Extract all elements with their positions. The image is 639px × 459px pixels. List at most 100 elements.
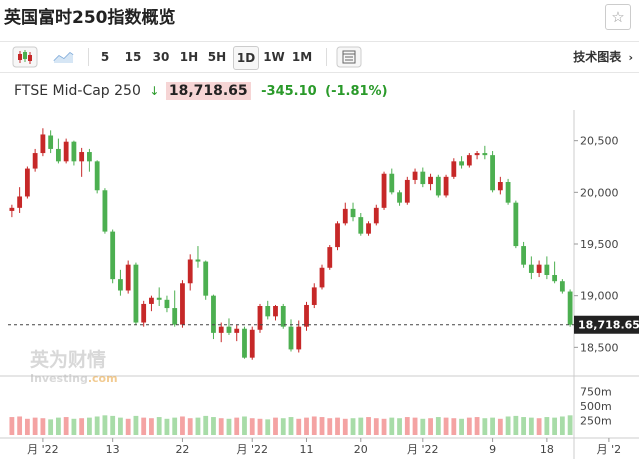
area-chart-icon[interactable] bbox=[50, 46, 76, 68]
candlestick-icon[interactable] bbox=[12, 46, 38, 68]
candle-body bbox=[497, 182, 503, 191]
price-change-percent: (-1.81%) bbox=[325, 84, 388, 99]
volume-bar bbox=[218, 418, 224, 435]
candle-body bbox=[412, 171, 418, 180]
candle-body bbox=[319, 267, 325, 288]
tech-chart-link[interactable]: 技术图表 › bbox=[573, 46, 633, 68]
layout-icon[interactable] bbox=[336, 46, 362, 68]
candlestick-chart[interactable]: 英为财情 Investing.com 20,500 20,000 19,500 19,… bbox=[0, 110, 639, 459]
volume-bar bbox=[327, 418, 333, 435]
candle-body bbox=[536, 264, 542, 273]
interval-1m[interactable]: 1M bbox=[291, 50, 313, 64]
candle-body bbox=[149, 297, 154, 304]
candle-body bbox=[234, 328, 240, 333]
candle-body bbox=[48, 135, 54, 149]
volume-bar bbox=[71, 418, 77, 435]
candle-body bbox=[559, 281, 565, 292]
candle-body bbox=[17, 196, 23, 208]
volume-bar bbox=[211, 417, 216, 435]
chart-grid bbox=[0, 110, 639, 459]
candle-body bbox=[451, 161, 457, 177]
price-change: -345.10 bbox=[261, 84, 317, 99]
candle-body bbox=[366, 223, 371, 234]
interval-30[interactable]: 30 bbox=[152, 50, 170, 64]
candle-body bbox=[513, 202, 519, 247]
volume-bar bbox=[17, 416, 23, 435]
volume-bar bbox=[428, 418, 433, 435]
watermark-en-name: Investing bbox=[30, 372, 88, 385]
candle-body bbox=[466, 155, 472, 166]
candle-body bbox=[397, 192, 402, 203]
volume-bar bbox=[9, 417, 15, 435]
candle-body bbox=[156, 297, 162, 300]
interval-5h[interactable]: 5H bbox=[207, 50, 227, 64]
volume-bar bbox=[63, 417, 69, 435]
interval-1w[interactable]: 1W bbox=[263, 50, 285, 64]
candle-body bbox=[443, 176, 449, 196]
time-tick-label: 22 bbox=[175, 443, 189, 456]
star-icon[interactable]: ☆ bbox=[605, 4, 631, 30]
candle-body bbox=[265, 306, 271, 317]
time-tick-label: 13 bbox=[106, 443, 120, 456]
candle-body bbox=[521, 246, 527, 265]
watermark-suffix: .com bbox=[88, 372, 118, 385]
candle-body bbox=[304, 304, 309, 327]
time-tick-label: 11 bbox=[300, 443, 314, 456]
candle-body bbox=[242, 328, 247, 358]
watermark-en: Investing.com bbox=[30, 372, 118, 385]
interval-15[interactable]: 15 bbox=[124, 50, 142, 64]
candle-body bbox=[203, 261, 209, 296]
current-price-box bbox=[574, 315, 639, 334]
volume-bar bbox=[435, 417, 441, 435]
chevron-right-icon: › bbox=[628, 51, 633, 64]
volume-bar bbox=[24, 418, 30, 435]
time-tick-label: 18 bbox=[540, 443, 554, 456]
candle-body bbox=[71, 141, 77, 162]
candle-body bbox=[373, 207, 379, 224]
volume-bar bbox=[296, 418, 302, 435]
volume-bar bbox=[133, 415, 139, 435]
candle-body bbox=[40, 134, 46, 154]
volume-bar bbox=[536, 418, 542, 435]
candle-body bbox=[280, 306, 286, 327]
candle-body bbox=[226, 326, 232, 333]
candle-body bbox=[249, 329, 255, 358]
instrument-name: FTSE Mid-Cap 250 bbox=[14, 83, 141, 99]
volume-bar bbox=[94, 416, 100, 435]
candle-body bbox=[273, 306, 278, 317]
candle-body bbox=[125, 264, 131, 291]
volume-bar bbox=[125, 418, 131, 435]
volume-bar bbox=[280, 418, 286, 435]
price-tick-label: 20,000 bbox=[580, 186, 619, 199]
candle-body bbox=[118, 279, 123, 291]
interval-1h[interactable]: 1H bbox=[179, 50, 199, 64]
interval-1d[interactable]: 1D bbox=[233, 46, 259, 70]
volume-bar bbox=[505, 416, 511, 435]
candle-body bbox=[490, 155, 495, 191]
candle-body bbox=[172, 308, 178, 325]
interval-5[interactable]: 5 bbox=[100, 50, 110, 64]
volume-bar bbox=[358, 417, 364, 435]
volume-bar bbox=[242, 416, 247, 435]
page-title: 英国富时250指数概览 bbox=[4, 8, 176, 28]
volume-bar bbox=[451, 418, 457, 435]
tech-chart-label: 技术图表 bbox=[573, 50, 622, 64]
volume-bar bbox=[420, 418, 426, 435]
last-price: 18,718.65 bbox=[165, 82, 251, 100]
volume-bar bbox=[381, 418, 387, 435]
volume-bar bbox=[366, 417, 371, 435]
volume-bar bbox=[443, 417, 449, 435]
time-tick-label: 月 '22 bbox=[27, 443, 59, 456]
candle-body bbox=[9, 207, 15, 211]
candle-body bbox=[218, 326, 224, 333]
candle-body bbox=[133, 264, 139, 323]
volume-bar bbox=[528, 417, 534, 435]
candle-body bbox=[544, 264, 550, 275]
candle-body bbox=[381, 173, 387, 208]
volume-bar bbox=[397, 418, 402, 435]
volume-bar bbox=[249, 418, 255, 435]
volume-bar bbox=[110, 415, 116, 435]
volume-bar bbox=[304, 417, 309, 435]
volume-bar bbox=[172, 417, 178, 435]
